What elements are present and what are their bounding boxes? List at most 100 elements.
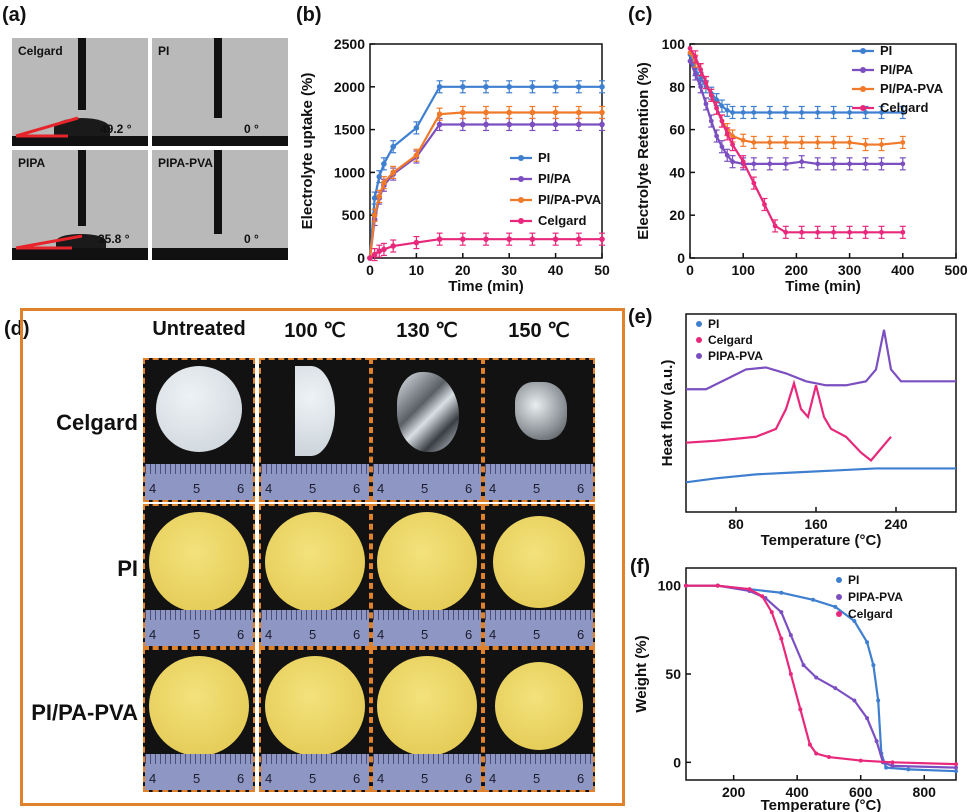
data-point: [371, 195, 378, 201]
legend-marker: [696, 337, 702, 343]
data-point: [376, 193, 383, 200]
legend-label: PIPA-PVA: [708, 349, 763, 363]
ruler-number: 6: [237, 481, 245, 496]
data-point: [552, 121, 559, 128]
data-point: [381, 246, 387, 253]
substrate: [12, 248, 148, 260]
data-point: [390, 169, 396, 176]
data-point: [740, 110, 746, 115]
data-point: [371, 212, 378, 218]
x-tick-label: 20: [455, 262, 471, 278]
data-point: [874, 739, 879, 744]
sample-photo: 4 5 6: [483, 504, 595, 648]
data-point: [815, 110, 821, 115]
data-point: [879, 110, 884, 115]
separator-disc: [265, 512, 365, 612]
data-point: [751, 180, 757, 186]
ruler-number: 5: [309, 481, 317, 496]
ruler: 4 5 6: [261, 610, 369, 646]
substrate: [12, 136, 148, 146]
panel-letter-a: (a): [2, 4, 27, 26]
ruler: 4 5 6: [145, 754, 253, 790]
data-point: [900, 140, 906, 145]
data-point: [708, 92, 714, 98]
ruler-number: 6: [465, 771, 473, 786]
ruler-number: 4: [265, 627, 273, 642]
data-point: [831, 229, 837, 235]
legend-label: PI/PA: [880, 62, 914, 77]
contact-angle-value: 0 °: [244, 122, 259, 136]
data-point: [767, 110, 773, 115]
x-tick-label: 500: [944, 262, 968, 278]
substrate: [152, 136, 288, 146]
ruler: 4 5 6: [373, 464, 481, 500]
sample-photo: 4 5 6: [143, 358, 255, 502]
data-point: [884, 765, 889, 770]
data-point: [871, 663, 876, 668]
data-point: [900, 110, 906, 115]
data-point: [900, 229, 906, 235]
panel-letter-c: (c): [628, 4, 653, 26]
x-tick-label: 200: [722, 784, 746, 800]
data-point: [833, 604, 838, 609]
y-axis-label: Electrolyte Retention (%): [635, 62, 652, 240]
data-point: [506, 236, 512, 242]
separator-disc: [493, 516, 585, 608]
data-point: [714, 133, 719, 139]
x-tick-label: 0: [686, 262, 694, 278]
data-point: [730, 110, 735, 115]
data-point: [799, 229, 805, 235]
data-point: [376, 173, 383, 180]
legend-marker: [696, 321, 702, 327]
data-point: [879, 229, 884, 235]
data-point: [724, 107, 730, 113]
ruler-number: 4: [377, 481, 385, 496]
angle-marker: [15, 234, 83, 250]
data-point: [436, 111, 443, 117]
data-point: [483, 84, 489, 90]
column-header: 130 ℃: [396, 320, 458, 342]
data-point: [460, 84, 466, 90]
ruler-number: 4: [377, 771, 385, 786]
data-point: [879, 161, 884, 167]
column-header: Untreated: [152, 318, 246, 340]
data-point: [760, 594, 765, 599]
data-point: [847, 110, 852, 115]
y-tick-label: 1500: [334, 122, 365, 138]
shrunk-separator: [515, 382, 567, 440]
data-point: [698, 67, 704, 73]
legend-label: PI: [880, 43, 892, 58]
data-point: [529, 236, 536, 242]
ruler-ticks: [485, 754, 593, 764]
ruler-number: 5: [309, 627, 317, 642]
x-axis-label: Time (min): [785, 278, 861, 295]
y-tick-label: 60: [669, 122, 685, 138]
ruler-number: 5: [533, 771, 541, 786]
data-point: [724, 131, 730, 137]
data-point: [815, 161, 821, 167]
data-point: [954, 769, 958, 774]
ruler-number: 5: [421, 627, 429, 642]
data-point: [719, 103, 725, 109]
data-point: [506, 121, 512, 128]
x-tick-label: 200: [785, 262, 809, 278]
droplet: [54, 118, 110, 138]
ruler: 4 5 6: [261, 754, 369, 790]
contact-angle-photo-pipa: PIPA 35.8 °: [12, 150, 148, 260]
plot-frame: [685, 567, 957, 781]
data-point: [483, 121, 489, 128]
y-tick-label: 0: [673, 754, 681, 770]
separator-disc: [156, 366, 242, 452]
series-line: [685, 467, 956, 484]
data-point: [740, 159, 746, 165]
data-point: [767, 161, 773, 167]
needle: [214, 150, 222, 234]
ruler-number: 4: [377, 627, 385, 642]
ruler-number: 4: [489, 627, 497, 642]
series-line: [686, 584, 957, 773]
data-point: [576, 236, 582, 242]
data-point: [552, 109, 559, 116]
legend-marker: [860, 67, 866, 73]
